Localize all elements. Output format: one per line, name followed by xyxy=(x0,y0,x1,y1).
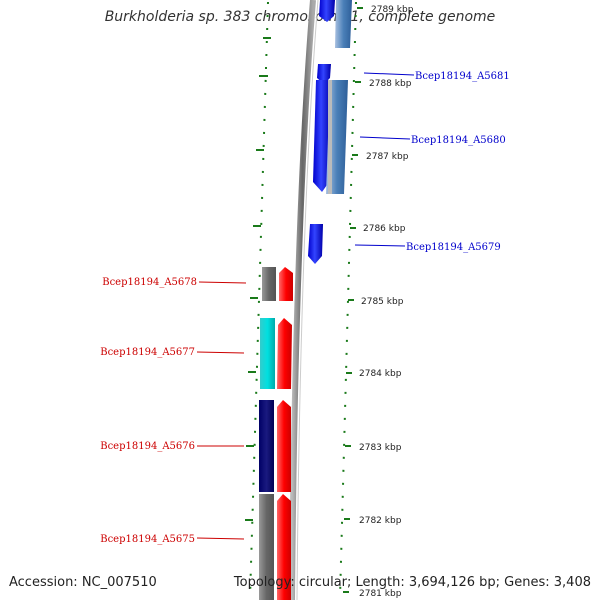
gene-label[interactable]: Bcep18194_A5676 xyxy=(100,441,195,452)
genome-summary-text: Topology: circular; Length: 3,694,126 bp… xyxy=(233,575,591,590)
kbp-label: 2784 kbp xyxy=(359,369,402,379)
gene-label[interactable]: Bcep18194_A5681 xyxy=(415,71,510,82)
gene-bcep18194-a5675[interactable] xyxy=(259,494,291,600)
kbp-label: 2781 kbp xyxy=(359,589,402,599)
accession-text: Accession: NC_007510 xyxy=(9,575,157,590)
map-title: Burkholderia sp. 383 chromosome 1, compl… xyxy=(104,9,496,25)
kbp-label: 2787 kbp xyxy=(366,152,409,162)
gene-bcep18194-a5679[interactable] xyxy=(308,224,323,264)
left-major-ticks xyxy=(245,37,271,521)
gene-bcep18194-a5677[interactable] xyxy=(260,318,292,389)
gene-label[interactable]: Bcep18194_A5679 xyxy=(406,242,501,253)
gene-label[interactable]: Bcep18194_A5675 xyxy=(100,534,195,545)
kbp-label: 2788 kbp xyxy=(369,79,412,89)
gene-label[interactable]: Bcep18194_A5680 xyxy=(411,135,506,146)
coordinate-ticks xyxy=(343,7,363,593)
kbp-label: 2783 kbp xyxy=(359,443,402,453)
kbp-label: 2782 kbp xyxy=(359,516,402,526)
gene-bcep18194-a5678[interactable] xyxy=(262,267,293,301)
kbp-label: 2789 kbp xyxy=(371,5,414,15)
gene-label[interactable]: Bcep18194_A5678 xyxy=(102,277,197,288)
gene-bcep18194-a5680[interactable] xyxy=(313,80,348,194)
gene-label[interactable]: Bcep18194_A5677 xyxy=(100,347,195,358)
chromosome-backbone xyxy=(289,0,316,600)
leader-lines-reverse xyxy=(196,281,247,540)
gene-bcep18194-a5676[interactable] xyxy=(259,400,291,492)
gene-bcep18194-a5681[interactable] xyxy=(317,0,352,84)
kbp-label: 2786 kbp xyxy=(363,224,406,234)
leader-lines-forward xyxy=(354,72,415,247)
kbp-label: 2785 kbp xyxy=(361,297,404,307)
